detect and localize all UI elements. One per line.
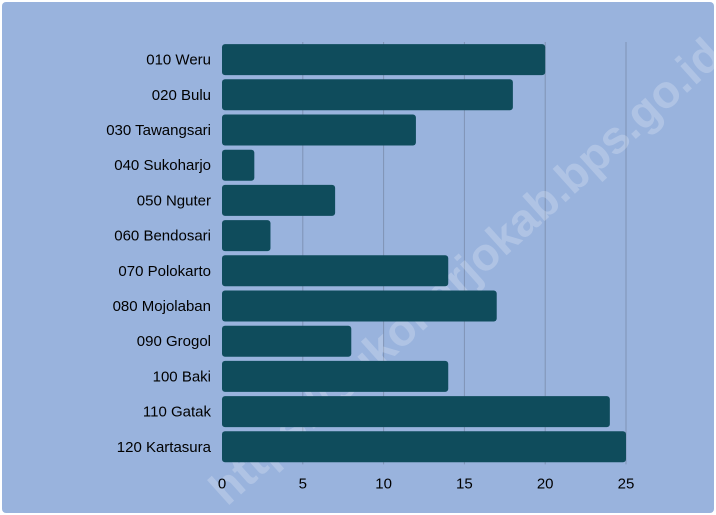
category-label: 120 Kartasura (117, 439, 212, 456)
x-tick-label: 25 (618, 475, 635, 492)
bar (222, 325, 352, 357)
bar (222, 114, 416, 146)
category-label: 030 Tawangsari (106, 122, 211, 139)
bar (222, 396, 610, 428)
x-tick-label: 5 (299, 475, 307, 492)
bar (222, 220, 271, 252)
x-tick-label: 10 (375, 475, 392, 492)
category-labels: 010 Weru 020 Bulu 030 Tawangsari 040 Sukoha… (106, 52, 211, 456)
category-label: 100 Baki (153, 368, 211, 385)
bar (222, 79, 513, 111)
bar (222, 44, 546, 76)
category-label: 090 Grogol (137, 333, 211, 350)
category-label: 070 Polokarto (118, 263, 211, 280)
bar (222, 255, 449, 287)
bar (222, 431, 626, 463)
bar (222, 149, 255, 181)
category-label: 110 Gatak (143, 404, 212, 421)
category-label: 020 Bulu (152, 87, 211, 104)
bar (222, 184, 336, 216)
bar (222, 290, 497, 322)
grid-lines (302, 42, 627, 465)
category-label: 040 Sukoharjo (114, 157, 211, 174)
category-label: 050 Nguter (137, 192, 211, 209)
x-tick-label: 0 (218, 475, 226, 492)
bar (222, 360, 449, 392)
category-label: 080 Mojolaban (113, 298, 211, 315)
category-label: 060 Bendosari (114, 228, 211, 245)
category-label: 010 Weru (146, 52, 211, 69)
x-tick-label: 20 (537, 475, 554, 492)
x-axis-ticks: 0 5 10 15 20 25 (218, 475, 635, 492)
bars (222, 44, 626, 463)
x-tick-label: 15 (456, 475, 473, 492)
